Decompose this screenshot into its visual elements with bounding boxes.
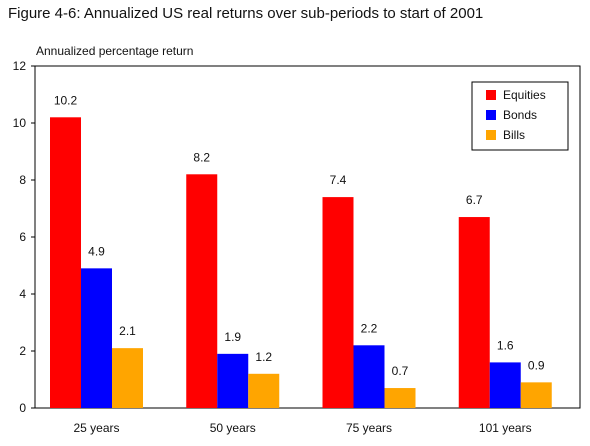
y-tick-label: 12 [13,59,27,73]
value-label: 2.2 [361,321,378,335]
value-label: 0.7 [392,364,409,378]
legend-label: Equities [503,88,546,102]
value-label: 1.6 [497,338,514,352]
y-tick-label: 6 [19,230,26,244]
value-label: 0.9 [528,358,545,372]
value-label: 7.4 [330,173,347,187]
bar-bills [248,373,280,408]
bars [50,117,552,409]
bar-equities [50,117,81,409]
category-label: 75 years [346,421,392,435]
bar-bills [112,348,143,408]
bar-equities [458,217,490,408]
value-label: 6.7 [466,193,483,207]
value-label: 2.1 [119,324,136,338]
category-label: 50 years [210,421,256,435]
y-tick-label: 4 [19,287,26,301]
y-tick-label: 2 [19,344,26,358]
category-label: 25 years [73,421,119,435]
value-label: 4.9 [88,244,105,258]
legend-label: Bills [503,128,525,142]
y-tick-label: 10 [13,116,27,130]
legend-swatch [486,90,496,100]
legend-label: Bonds [503,108,537,122]
chart-title: Figure 4-6: Annualized US real returns o… [8,5,484,22]
legend: Equities Bonds Bills [471,81,569,151]
value-label: 10.2 [54,93,78,107]
y-tick-label: 8 [19,173,26,187]
legend-swatch [486,110,496,120]
value-label: 1.9 [224,330,241,344]
axes: 0 2 4 6 8 10 12 25 years 50 years 75 years 101 yea… [13,59,581,435]
legend-swatch [486,130,496,140]
bar-equities [322,197,354,408]
bar-bonds [217,353,249,408]
bar-bonds [81,268,112,408]
value-label: 8.2 [193,150,210,164]
bar-equities [186,174,218,408]
category-label: 101 years [479,421,532,435]
y-tick-label: 0 [19,401,26,415]
value-label: 1.2 [255,350,272,364]
bar-bills [384,388,416,408]
bar-bonds [489,362,521,408]
y-axis-label: Annualized percentage return [36,44,194,58]
bar-bonds [353,345,385,408]
value-labels: 10.2 4.9 2.1 8.2 1.9 1.2 7.4 2.2 0.7 6.7 1.6 0.9 [54,93,545,378]
bar-bills [520,382,552,408]
